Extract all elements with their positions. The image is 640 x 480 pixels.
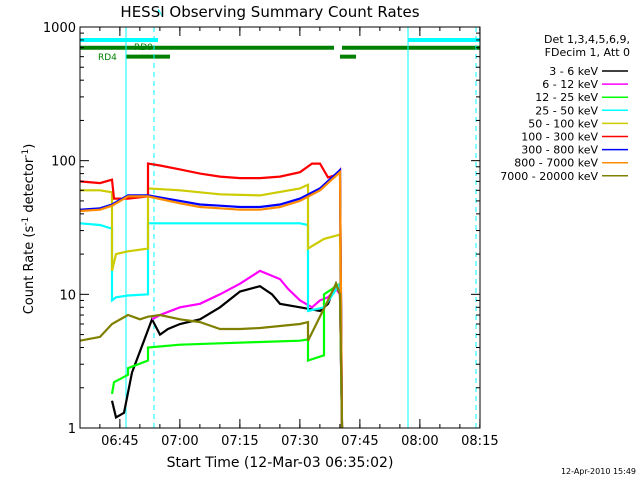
legend-label-8: 7000 - 20000 keV: [500, 170, 598, 183]
x-tick-label-1: 07:00: [161, 434, 198, 449]
x-tick-label-3: 07:30: [281, 434, 318, 449]
x-tick-label-0: 06:45: [101, 434, 138, 449]
x-axis-label: Start Time (12-Mar-03 06:35:02): [167, 455, 394, 471]
y-tick-label-3: 1000: [43, 21, 76, 36]
footer-timestamp: 12-Apr-2010 15:49: [561, 467, 636, 476]
y-axis-label: Count Rate (s-1 detector-1): [21, 144, 37, 315]
x-tick-label-5: 08:00: [401, 434, 438, 449]
x-tick-label-2: 07:15: [221, 434, 258, 449]
y-tick-label-2: 100: [51, 155, 76, 170]
series-line-4: [80, 183, 344, 429]
legend-label-5: 100 - 300 keV: [521, 131, 598, 144]
legend-label-0: 3 - 6 keV: [549, 65, 598, 78]
legend-label-1: 6 - 12 keV: [542, 78, 598, 91]
plot-frame: [79, 26, 481, 429]
legend-label-2: 12 - 25 keV: [535, 91, 598, 104]
series-line-5: [79, 162, 344, 429]
state-bar-label-rd0: RD0: [134, 43, 153, 53]
legend-label-7: 800 - 7000 keV: [514, 157, 598, 170]
legend-header-0: Det 1,3,4,5,6,9,: [544, 33, 630, 46]
series-line-1: [151, 269, 344, 429]
y-tick-label-1: 10: [59, 288, 76, 303]
legend-header-1: FDecim 1, Att 0: [545, 46, 630, 59]
state-bar-label-n: N: [157, 9, 164, 19]
chart-title: HESSI Observing Summary Count Rates: [120, 3, 419, 21]
state-bar-label-rd4: RD4: [98, 53, 117, 63]
x-tick-label-6: 08:15: [461, 434, 498, 449]
legend-label-3: 25 - 50 keV: [535, 104, 598, 117]
x-tick-label-4: 07:45: [341, 434, 378, 449]
series-line-7: [79, 169, 344, 429]
series-line-2: [110, 281, 344, 429]
legend-label-6: 300 - 800 keV: [521, 144, 598, 157]
series-line-8: [79, 280, 344, 429]
series-line-3: [79, 222, 344, 429]
y-tick-label-0: 1: [68, 422, 76, 437]
legend-label-4: 50 - 100 keV: [528, 117, 598, 130]
